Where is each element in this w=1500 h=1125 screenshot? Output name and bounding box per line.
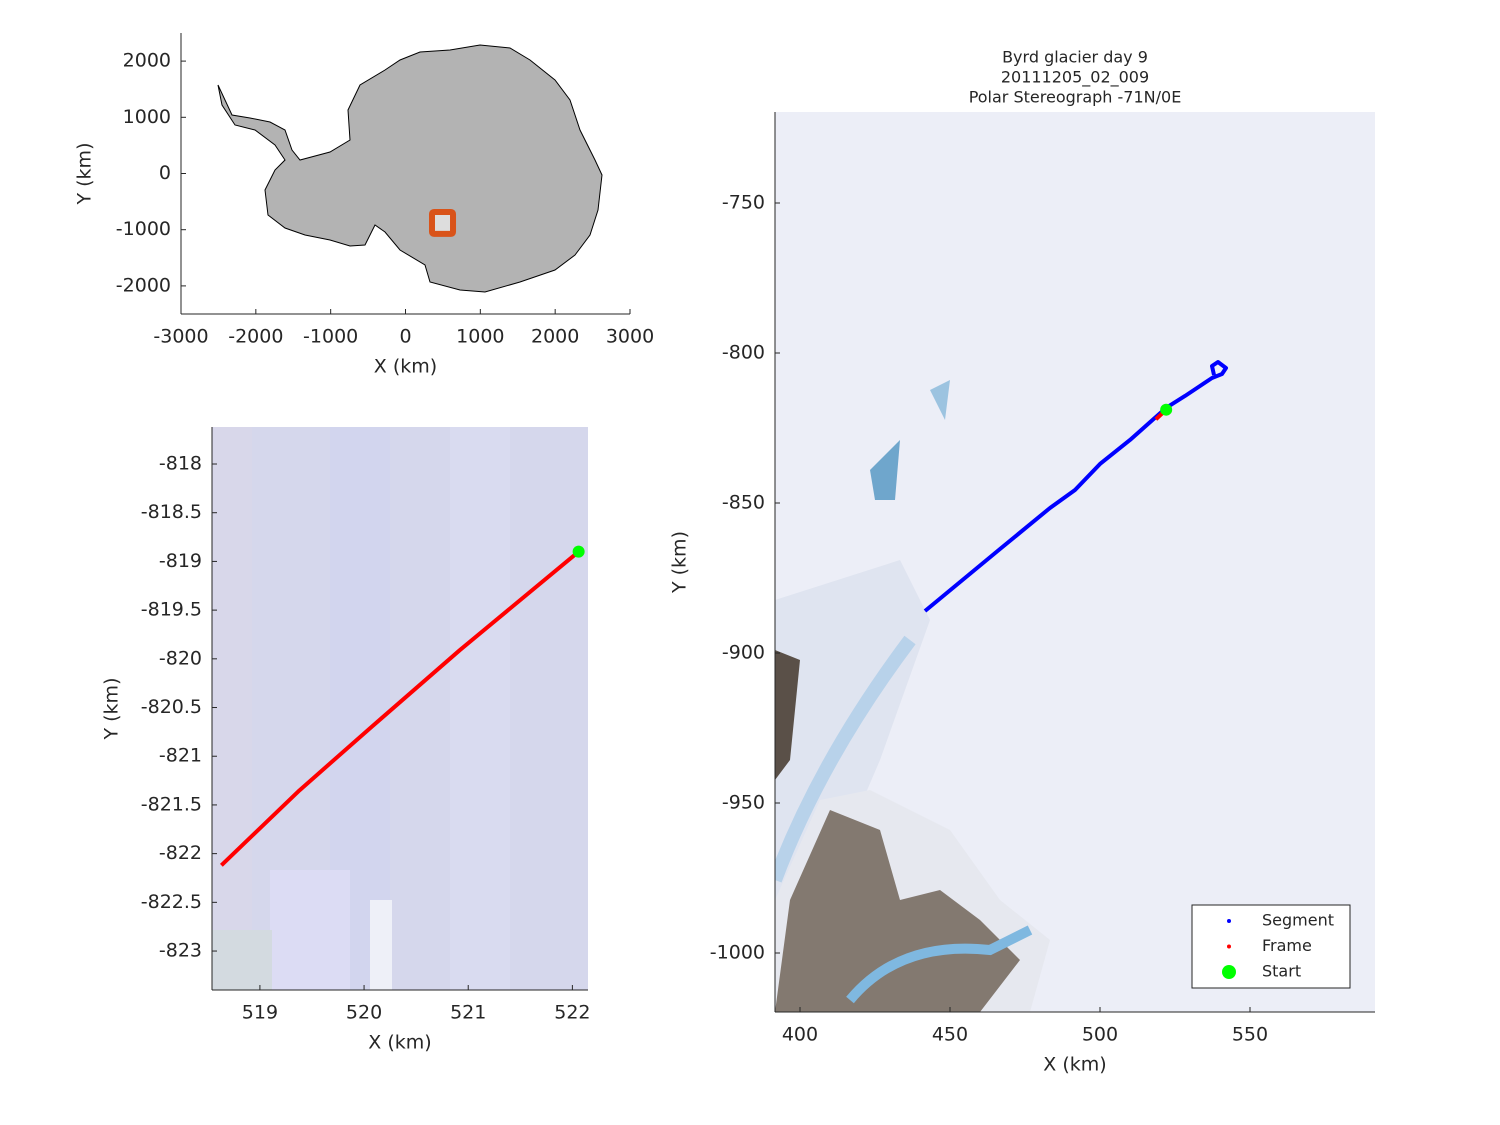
y-tick-label: -820 (159, 647, 202, 669)
legend-label: Frame (1262, 936, 1312, 955)
y-tick-label: -800 (722, 341, 765, 363)
satellite-image (775, 112, 1375, 1012)
legend-marker (1227, 919, 1231, 923)
y-tick-label: 0 (159, 162, 171, 184)
y-tick-label: -823 (159, 940, 202, 962)
y-tick-label: 2000 (123, 50, 171, 72)
x-tick-label: -2000 (228, 326, 283, 348)
y-tick-label: -821 (159, 745, 202, 767)
region-box (428, 208, 457, 237)
x-tick-label: -3000 (153, 326, 208, 348)
x-tick-label: 500 (1082, 1024, 1118, 1046)
x-axis-label: X (km) (374, 356, 437, 378)
y-axis-label: Y (km) (74, 143, 96, 206)
y-tick-label: -950 (722, 791, 765, 813)
legend-marker (1222, 965, 1236, 979)
y-tick-label: -818 (159, 453, 202, 475)
title-line: Polar Stereograph -71N/0E (969, 88, 1182, 107)
y-tick-label: 1000 (123, 106, 171, 128)
x-tick-label: 3000 (606, 326, 654, 348)
title-line: Byrd glacier day 9 (1002, 48, 1148, 67)
start-marker (1160, 403, 1173, 416)
x-tick-label: 450 (932, 1024, 968, 1046)
x-tick-label: 0 (399, 326, 411, 348)
y-tick-label: -821.5 (141, 793, 202, 815)
legend-marker (1227, 944, 1231, 949)
x-tick-label: 550 (1232, 1024, 1268, 1046)
x-axis-label: X (km) (368, 1032, 431, 1054)
x-axis-label: X (km) (1043, 1054, 1106, 1076)
y-tick-label: -822 (159, 842, 202, 864)
start-marker (572, 545, 585, 558)
y-tick-label: -819.5 (141, 599, 202, 621)
image-background (212, 427, 588, 990)
x-tick-label: 2000 (531, 326, 579, 348)
y-tick-label: -2000 (116, 274, 171, 296)
y-tick-label: -850 (722, 491, 765, 513)
track-line (219, 550, 580, 867)
y-tick-label: -820.5 (141, 696, 202, 718)
y-tick-label: -750 (722, 191, 765, 213)
continent-outline (217, 44, 603, 293)
title-line: 20111205_02_009 (1001, 68, 1149, 88)
x-tick-label: -1000 (303, 326, 358, 348)
x-tick-label: 522 (554, 1002, 590, 1024)
x-tick-label: 521 (450, 1002, 486, 1024)
y-tick-label: -818.5 (141, 501, 202, 523)
y-tick-label: -900 (722, 641, 765, 663)
x-tick-label: 519 (242, 1002, 278, 1024)
x-tick-label: 1000 (456, 326, 504, 348)
x-tick-label: 400 (782, 1024, 818, 1046)
x-tick-label: 520 (346, 1002, 382, 1024)
y-tick-label: -1000 (710, 941, 765, 963)
y-tick-label: -822.5 (141, 891, 202, 913)
legend-label: Segment (1262, 911, 1334, 930)
legend-box (1191, 904, 1351, 989)
y-axis-label: Y (km) (101, 678, 123, 741)
y-axis-label: Y (km) (669, 531, 691, 594)
y-tick-label: -819 (159, 550, 202, 572)
legend-label: Start (1262, 962, 1301, 981)
track-line (923, 359, 1228, 613)
y-tick-label: -1000 (116, 218, 171, 240)
